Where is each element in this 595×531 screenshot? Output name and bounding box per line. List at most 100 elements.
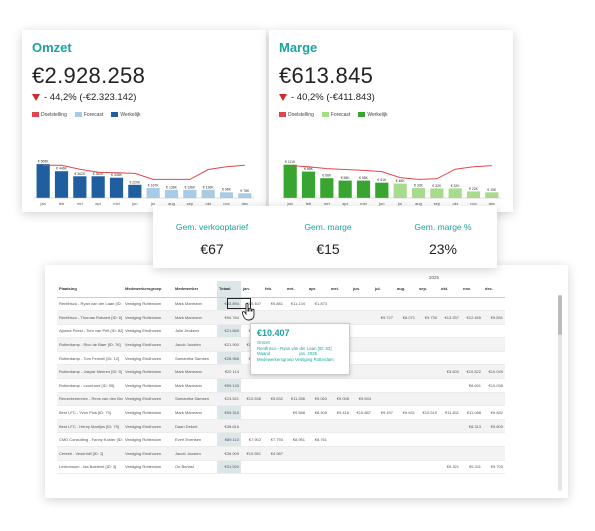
month-value-cell[interactable]: €12.465 [461,310,483,325]
month-value-cell[interactable]: €9.497 [373,405,395,420]
month-value-cell[interactable] [373,446,395,461]
month-value-cell[interactable] [263,378,285,393]
month-value-cell[interactable]: €9.418 [329,405,351,420]
month-value-cell[interactable] [351,324,373,339]
month-value-cell[interactable]: €9.730 [417,310,439,325]
column-header[interactable]: mrt. [285,281,307,298]
month-value-cell[interactable]: €9.700 [483,460,505,475]
month-value-cell[interactable]: €10.538 [241,392,263,407]
month-value-cell[interactable] [461,297,483,312]
column-header[interactable]: dec. [483,281,505,298]
table-row[interactable]: Rentfrisco - Thomas Robaert [ID: 6] Vesti… [57,310,505,325]
month-value-cell[interactable]: €10.049 [483,364,505,380]
month-value-cell[interactable] [483,432,505,448]
legend-item-forecast[interactable]: Forecast [74,112,103,118]
month-value-cell[interactable] [329,297,351,312]
month-value-cell[interactable]: €8.691 [461,378,483,393]
table-row[interactable]: Rentfrisco - Ryan van der Laan [ID: 83] V… [57,297,505,312]
column-header[interactable]: Plaatsing [57,281,123,298]
month-value-cell[interactable] [285,378,307,393]
month-value-cell[interactable]: €7.793 [263,432,285,448]
month-value-cell[interactable] [241,460,263,475]
month-value-cell[interactable]: €11.286 [285,392,307,407]
month-value-cell[interactable] [395,324,417,339]
month-value-cell[interactable] [263,460,285,475]
month-value-cell[interactable]: €9.609 [483,419,505,434]
month-value-cell[interactable] [439,297,461,312]
month-value-cell[interactable]: €10.887 [351,405,373,420]
month-value-cell[interactable] [351,337,373,352]
month-value-cell[interactable] [351,446,373,461]
month-value-cell[interactable] [483,446,505,461]
month-value-cell[interactable] [395,297,417,312]
month-value-cell[interactable] [461,337,483,352]
column-header[interactable]: Medewerkersgroep [123,281,173,298]
month-value-cell[interactable] [483,392,505,407]
month-value-cell[interactable]: €10.519 [417,405,439,420]
month-value-cell[interactable] [351,351,373,366]
column-header[interactable]: jan. [241,281,263,298]
month-value-cell[interactable] [417,432,439,448]
month-value-cell[interactable] [417,460,439,475]
month-value-cell[interactable]: €3.600 [439,364,461,380]
month-value-cell[interactable] [351,310,373,325]
month-value-cell[interactable] [395,460,417,475]
legend-item-doelstelling[interactable]: Doelstelling [279,112,314,118]
month-value-cell[interactable] [395,337,417,352]
month-value-cell[interactable] [395,351,417,366]
month-value-cell[interactable]: €11.134 [285,297,307,312]
month-value-cell[interactable]: €9.727 [373,310,395,325]
month-value-cell[interactable] [417,446,439,461]
month-value-cell[interactable]: €11.088 [461,405,483,420]
month-value-cell[interactable] [417,419,439,434]
month-value-cell[interactable]: €8.761 [307,432,329,448]
table-row[interactable]: CMD Consulting - Fanny Koster [ID: 53] Ve… [57,432,505,448]
month-value-cell[interactable] [285,419,307,434]
legend-item-werkelijk[interactable]: Werkelijk [358,112,388,118]
column-header[interactable]: okt. [439,281,461,298]
column-header[interactable]: jun. [351,281,373,298]
month-value-cell[interactable] [241,405,263,420]
month-value-cell[interactable]: €4.987 [263,446,285,461]
month-value-cell[interactable] [373,392,395,407]
month-value-cell[interactable] [461,324,483,339]
month-value-cell[interactable]: €11.811 [439,405,461,420]
table-row[interactable]: Rotterdamp - Leonhard [ID: 95] Vestiging … [57,378,505,393]
month-value-cell[interactable] [395,432,417,448]
month-value-cell[interactable]: €8.405 [307,405,329,420]
month-value-cell[interactable] [329,419,351,434]
month-value-cell[interactable]: €7.902 [241,432,263,448]
month-value-cell[interactable] [439,378,461,393]
month-value-cell[interactable] [373,364,395,380]
column-header[interactable]: Medewerker [173,281,217,298]
month-value-cell[interactable] [351,432,373,448]
month-value-cell[interactable] [417,297,439,312]
month-value-cell[interactable] [395,392,417,407]
legend-item-werkelijk[interactable]: Werkelijk [111,112,141,118]
month-value-cell[interactable] [263,419,285,434]
month-value-cell[interactable] [307,460,329,475]
month-value-cell[interactable] [483,324,505,339]
table-scrollbar-track[interactable] [558,295,562,491]
column-header[interactable]: feb. [263,281,285,298]
table-row[interactable]: Best LFC - Henry Martijns [ID: 79] Vestig… [57,419,505,434]
column-header[interactable]: Totaal [217,281,241,298]
table-row[interactable]: Rotterdamp - Jaspar Meeren [ID: 5] Vestig… [57,364,505,380]
column-header[interactable]: sep. [417,281,439,298]
month-value-cell[interactable] [417,364,439,380]
month-value-cell[interactable] [373,378,395,393]
month-value-cell[interactable] [461,392,483,407]
month-value-cell[interactable]: €8.071 [395,310,417,325]
month-value-cell[interactable] [307,446,329,461]
month-value-cell[interactable] [439,419,461,434]
month-value-cell[interactable] [241,419,263,434]
table-row[interactable]: Certrell - Vesenhill [ID: 1] Vestiging Ei… [57,446,505,461]
month-value-cell[interactable] [417,351,439,366]
month-value-cell[interactable] [307,419,329,434]
month-value-cell[interactable] [329,446,351,461]
column-header[interactable]: jul. [373,281,395,298]
month-value-cell[interactable] [439,446,461,461]
month-value-cell[interactable] [241,378,263,393]
month-value-cell[interactable] [329,378,351,393]
month-value-cell[interactable] [439,432,461,448]
